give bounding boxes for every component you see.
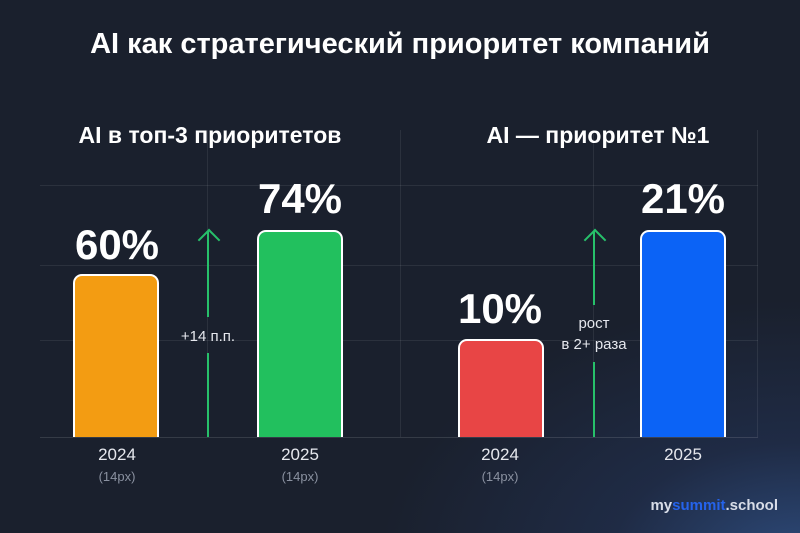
growth-label-right-line1: рост bbox=[578, 315, 610, 332]
growth-label-left: +14 п.п. bbox=[180, 328, 236, 345]
year-label-right-2025: 2025 bbox=[664, 445, 702, 464]
left-chart-title: AI в топ-3 приоритетов bbox=[78, 122, 342, 148]
brand-logo: mysummit.school bbox=[650, 497, 778, 514]
page-title: AI как стратегический приоритет компаний bbox=[90, 28, 710, 60]
bar-right-2024 bbox=[458, 339, 544, 437]
value-label-right-2025: 21% bbox=[640, 175, 726, 222]
year-label-left-2024: 2024 bbox=[98, 445, 136, 464]
bar-left-2024 bbox=[73, 274, 159, 437]
growth-label-right: рост в 2+ раза bbox=[534, 313, 654, 355]
note-left-2024: (14px) bbox=[98, 469, 136, 484]
note-right-2024: (14px) bbox=[481, 469, 519, 484]
value-label-left-2025: 74% bbox=[257, 175, 343, 222]
year-label-left-2025: 2025 bbox=[281, 445, 319, 464]
right-chart-title: AI — приоритет №1 bbox=[486, 122, 710, 148]
bar-left-2025 bbox=[257, 230, 343, 437]
baseline bbox=[40, 437, 758, 438]
growth-label-right-line2: в 2+ раза bbox=[561, 336, 627, 353]
value-label-right-2024: 10% bbox=[457, 285, 543, 332]
bar-right-2025 bbox=[640, 230, 726, 437]
year-label-right-2024: 2024 bbox=[481, 445, 519, 464]
note-left-2025: (14px) bbox=[281, 469, 319, 484]
value-label-left-2024: 60% bbox=[74, 221, 160, 268]
